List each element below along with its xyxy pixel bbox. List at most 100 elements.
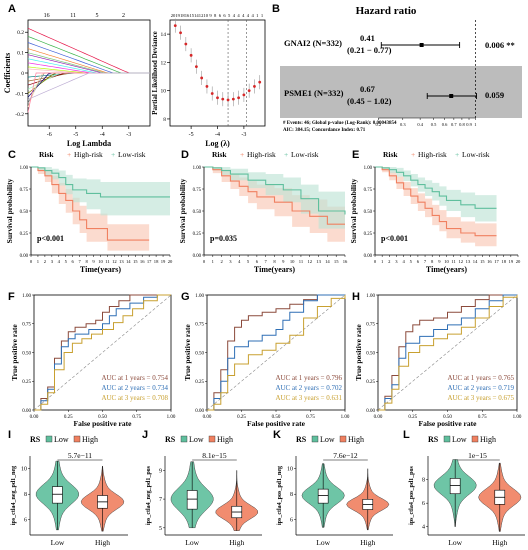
km-c-curve-1: [31, 166, 170, 198]
lasso-ytick-label-3: 0.1: [17, 51, 24, 57]
lasso-cv-top-tick-11: 6: [223, 13, 226, 18]
km-e-band-0: [375, 167, 497, 247]
roc-g-xtick-label-1: 0.25: [237, 415, 246, 420]
lasso-cv-ytick-label-2: 12: [161, 60, 167, 66]
violin-j-legend-high-swatch: [208, 435, 216, 443]
roc-f-auc-label-2: AUC at 3 years = 0.708: [101, 394, 168, 402]
km-d-xtick-label-7: 7: [265, 259, 268, 264]
km-e-xtick-label-10: 10: [444, 259, 449, 264]
violin-l-legend-high: High: [480, 435, 496, 444]
violin-j-xtick-label-1: High: [229, 538, 244, 547]
km-d-xtick-label-5: 5: [247, 259, 250, 264]
km-d-pvalue: p=0.035: [210, 234, 237, 243]
panel-label-h: H: [352, 291, 360, 303]
km-c-xtick-label-6: 6: [72, 259, 75, 264]
km-d-xtick-label-12: 12: [307, 259, 312, 264]
roc-f-xtick-label-1: 0.25: [64, 415, 73, 420]
lasso-cv-top-tick-13: 4: [233, 13, 236, 18]
km-c-ytick-label-0: 0.00: [20, 254, 29, 259]
violin-k-ytick-label-2: 10: [287, 467, 293, 473]
lasso-cv-point-3: [189, 53, 193, 57]
km-c-xtick-label-8: 8: [85, 259, 88, 264]
roc-h-auc-label-2: AUC at 3 years = 0.675: [447, 394, 514, 402]
violin-l-box-0: [449, 478, 461, 495]
km-c-xtick-label-4: 4: [58, 259, 61, 264]
violin-i-ytick-label-1: 8: [24, 492, 27, 498]
forest-point-0: [419, 43, 424, 47]
panel-label-a: A: [8, 3, 16, 15]
violin-l-legend-low: Low: [452, 435, 467, 444]
roc-f-auc-label-1: AUC at 2 years = 0.734: [101, 384, 168, 392]
violin-j-pvalue: 8.1e−15: [202, 451, 227, 460]
km-e-xtick-label-11: 11: [451, 259, 456, 264]
km-c-xtick-label-10: 10: [98, 259, 103, 264]
km-c-xtick-label-16: 16: [140, 259, 145, 264]
lasso-path-1: [27, 27, 150, 74]
km-e-xtick-label-18: 18: [501, 259, 506, 264]
roc-g-chart: 0.00 0.25 0.50 0.75 1.00 0.00 0.25 0.50 0.75 1.00…: [183, 294, 350, 428]
km-c-xtick-label-18: 18: [154, 259, 159, 264]
roc-g-curve-1: [207, 294, 345, 411]
km-e-pvalue: p<0.001: [381, 234, 408, 243]
lasso-cv-point-6: [205, 85, 209, 88]
km-c-band-0: [31, 167, 150, 251]
roc-h-xtick-label-1: 0.25: [408, 415, 417, 420]
lasso-ytick-label-1: -0.1: [15, 91, 24, 97]
violin-j-legend-low-swatch: [180, 435, 188, 443]
roc-h-ytick-label-0: 0.00: [366, 409, 375, 414]
lasso-top-tick-3: 2: [122, 13, 125, 19]
km-e-ytick-label-2: 0.50: [364, 210, 373, 215]
lasso-xtick-label-3: -3: [126, 132, 131, 138]
roc-f-ytick-label-3: 0.75: [22, 323, 31, 328]
lasso-cv-top-tick-1: 19: [175, 13, 180, 18]
roc-g-auc-label-2: AUC at 3 years = 0.631: [275, 394, 342, 402]
km-e-curve-1: [375, 166, 497, 209]
forest-point-1: [449, 94, 454, 98]
forest-band-gnai2: [280, 20, 522, 66]
lasso-ytick-label-4: 0.2: [17, 30, 24, 36]
roc-f-auc-label-0: AUC at 1 years = 0.754: [101, 374, 168, 382]
panel-label-e: E: [352, 149, 359, 161]
violin-l-xtick-label-0: Low: [448, 538, 462, 547]
violin-j-xtick-label-0: Low: [185, 538, 199, 547]
km-e-xtick-label-16: 16: [487, 259, 492, 264]
roc-h-ytick-label-4: 1.00: [366, 294, 375, 299]
violin-k-xtick-label-0: Low: [316, 538, 330, 547]
km-e-legend-high: High-risk: [418, 150, 447, 159]
km-c-ytick-label-3: 0.75: [20, 188, 29, 193]
km-e-xtick-label-6: 6: [417, 259, 420, 264]
roc-g-auc-label-0: AUC at 1 years = 0.796: [275, 374, 342, 382]
km-d-legend-title: Risk: [212, 150, 227, 159]
km-c-xtick-label-7: 7: [79, 259, 82, 264]
roc-h-curve-2: [378, 295, 518, 411]
km-d-legend-high-marker: +: [240, 150, 244, 159]
roc-h-ylabel: True positive rate: [354, 324, 363, 381]
violin-k-ytick-label-0: 6: [290, 518, 293, 524]
panel-label-f: F: [8, 291, 15, 303]
lasso-top-tick-1: 11: [70, 13, 76, 19]
panel-label-d: D: [181, 149, 189, 161]
panel-label-l: L: [403, 429, 410, 441]
km-c-pvalue: p<0.001: [37, 234, 64, 243]
roc-h-auc-label-1: AUC at 2 years = 0.719: [447, 384, 514, 392]
roc-h-xtick-label-2: 0.50: [443, 415, 452, 420]
km-d-xtick-label-0: 0: [203, 259, 206, 264]
violin-i-xtick-label-1: High: [95, 538, 110, 547]
roc-f-curve-1: [34, 294, 171, 411]
lasso-cv-point-4: [194, 65, 198, 69]
forest-ci-gnai2: (0.21 − 0.77): [347, 45, 392, 55]
km-e-xtick-label-20: 20: [516, 259, 521, 264]
forest-hr-gnai2: 0.41: [360, 33, 375, 43]
km-d-xtick-label-16: 16: [343, 259, 348, 264]
km-d-legend-high: High-risk: [247, 150, 276, 159]
roc-f-ytick-label-2: 0.50: [22, 351, 31, 356]
violin-k-legend-low: Low: [320, 435, 335, 444]
roc-g-xtick-label-3: 0.75: [306, 415, 315, 420]
roc-g-xtick-label-2: 0.50: [272, 415, 281, 420]
forest-p-psme1: 0.059: [485, 90, 504, 100]
lasso-coef-chart: -6 -5 -4 -3 -0.2 -0.1 0 0.1 0.2 16 11 5 2 Log Lambda C…: [3, 13, 151, 148]
km-e-xtick-label-14: 14: [473, 259, 478, 264]
forest-xtick-label-8: 1: [474, 122, 476, 127]
lasso-cv-point-1: [179, 31, 182, 35]
